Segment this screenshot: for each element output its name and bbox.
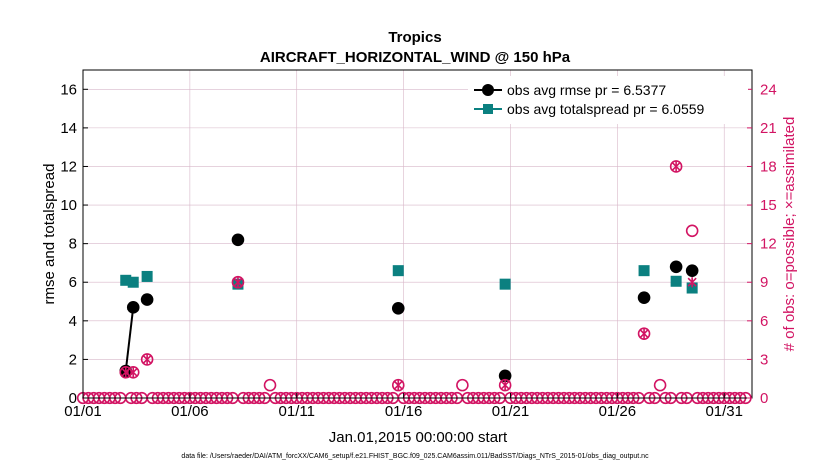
y-left-tick-label: 4	[69, 313, 77, 330]
y-right-tick-label: 24	[760, 81, 777, 98]
y-left-tick-label: 10	[60, 197, 77, 214]
legend-spread-label: obs avg totalspread pr = 6.0559	[507, 101, 705, 117]
obs-possible-point	[653, 378, 667, 392]
obs-possible-point	[140, 353, 154, 366]
y-axis-right: 0 3 6 9 12 15 18 21 24	[747, 81, 777, 407]
y-left-tick-label: 8	[69, 236, 77, 253]
obs-assimilated-point	[639, 328, 649, 339]
y-left-tick-label: 6	[69, 274, 77, 291]
obs-possible-point	[119, 365, 133, 379]
chart-subtitle: AIRCRAFT_HORIZONTAL_WIND @ 150 hPa	[260, 49, 571, 66]
x-tick-label: 01/01	[64, 403, 102, 420]
obs-possible-point	[263, 378, 277, 392]
legend: obs avg rmse pr = 6.5377 obs avg totalsp…	[468, 76, 748, 124]
spread-point	[127, 276, 139, 288]
y-left-tick-label: 12	[60, 158, 77, 175]
count-markers	[119, 160, 699, 392]
y-right-tick-label: 0	[760, 390, 768, 407]
y-right-tick-label: 15	[760, 197, 777, 214]
rmse-point	[498, 369, 512, 383]
rmse-line	[124, 307, 135, 372]
obs-assimilated-point	[142, 354, 152, 365]
x-tick-label: 01/11	[279, 403, 315, 420]
obs-possible-point	[231, 275, 245, 289]
y-left-tick-label: 0	[69, 390, 77, 407]
obs-assimilated-point	[233, 277, 243, 288]
legend-rmse-label: obs avg rmse pr = 6.5377	[507, 82, 666, 98]
rmse-point	[637, 291, 651, 304]
obs-possible-point	[685, 224, 699, 238]
y-axis-right-label: # of obs: o=possible; ×=assimilated	[781, 117, 798, 352]
obs-possible-point	[669, 160, 683, 173]
y-left-tick-label: 14	[60, 120, 77, 137]
obs-possible-point	[391, 378, 405, 392]
chart-title: Tropics	[388, 29, 441, 46]
y-left-tick-label: 2	[69, 351, 77, 368]
y-right-tick-label: 12	[760, 236, 777, 253]
rmse-point	[140, 293, 154, 306]
spread-point	[141, 270, 153, 282]
legend-spread-marker	[483, 104, 493, 114]
y-right-tick-label: 9	[760, 274, 768, 291]
x-axis: 01/01 01/06 01/11 01/16 01/21 01/26 01/31	[64, 393, 743, 420]
obs-assimilated-point	[687, 277, 697, 288]
y-right-tick-label: 3	[760, 351, 768, 368]
obs-assimilated-point	[671, 161, 681, 172]
rmse-point	[391, 301, 405, 315]
obs-assimilated-point	[121, 367, 131, 378]
x-tick-label: 01/21	[492, 403, 530, 420]
plot-frame	[82, 69, 753, 399]
rmse-point	[231, 233, 245, 247]
grid	[82, 70, 752, 399]
y-left-tick-label: 16	[60, 81, 77, 98]
legend-box	[468, 76, 748, 124]
spread-point	[670, 275, 682, 287]
obs-assimilated-point	[500, 380, 510, 391]
spread-point	[392, 265, 404, 277]
spread-point	[120, 274, 132, 286]
spread-point	[638, 265, 650, 277]
x-tick-label: 01/31	[705, 403, 743, 420]
spread-point	[499, 278, 511, 290]
y-right-tick-label: 6	[760, 313, 768, 330]
series-layer	[119, 233, 699, 383]
obs-possible-point	[126, 365, 140, 379]
x-axis-label: Jan.01,2015 00:00:00 start	[329, 429, 508, 446]
legend-rmse-marker	[482, 84, 494, 96]
rmse-point	[126, 301, 140, 314]
y-right-tick-label: 18	[760, 158, 777, 175]
obs-assimilated-point	[128, 367, 138, 378]
x-tick-label: 01/16	[385, 403, 423, 420]
obs-possible-point	[498, 378, 512, 392]
y-axis-left-label: rmse and totalspread	[41, 164, 58, 305]
footnote: data file: /Users/raeder/DAI/ATM_forcXX/…	[181, 453, 649, 460]
obs-assimilated-point	[393, 380, 403, 391]
x-tick-label: 01/06	[171, 403, 209, 420]
y-right-tick-label: 21	[760, 120, 777, 137]
x-tick-label: 01/26	[599, 403, 637, 420]
obs-possible-point	[637, 327, 651, 340]
y-axis-left: 0 2 4 6 8 10 12 14 16	[60, 81, 88, 407]
obs-possible-point	[456, 378, 469, 392]
rmse-point	[669, 260, 683, 274]
spread-point	[686, 282, 698, 294]
rmse-point	[685, 264, 699, 277]
